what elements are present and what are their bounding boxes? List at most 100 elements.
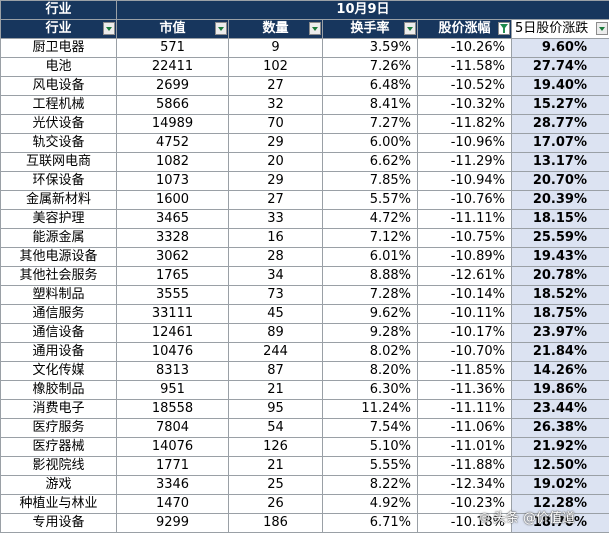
cell-count[interactable]: 102 xyxy=(229,58,323,77)
cell-count[interactable]: 21 xyxy=(229,457,323,476)
cell-change[interactable]: -10.14% xyxy=(418,286,512,305)
cell-change-5d[interactable]: 19.86% xyxy=(512,381,609,400)
cell-change[interactable]: -10.17% xyxy=(418,324,512,343)
cell-change-5d[interactable]: 26.38% xyxy=(512,419,609,438)
cell-change-5d[interactable]: 13.17% xyxy=(512,153,609,172)
cell-industry[interactable]: 金属新材料 xyxy=(1,191,117,210)
cell-industry[interactable]: 工程机械 xyxy=(1,96,117,115)
cell-count[interactable]: 27 xyxy=(229,77,323,96)
cell-change-5d[interactable]: 19.43% xyxy=(512,248,609,267)
filter-dropdown-icon[interactable] xyxy=(309,22,321,35)
cell-count[interactable]: 34 xyxy=(229,267,323,286)
cell-change[interactable]: -11.01% xyxy=(418,438,512,457)
cell-market-cap[interactable]: 571 xyxy=(117,39,229,58)
cell-industry[interactable]: 通信设备 xyxy=(1,324,117,343)
cell-market-cap[interactable]: 7804 xyxy=(117,419,229,438)
cell-change[interactable]: -10.89% xyxy=(418,248,512,267)
cell-industry[interactable]: 医疗服务 xyxy=(1,419,117,438)
cell-market-cap[interactable]: 14989 xyxy=(117,115,229,134)
cell-count[interactable]: 45 xyxy=(229,305,323,324)
cell-change-5d[interactable]: 18.52% xyxy=(512,286,609,305)
cell-turnover[interactable]: 6.62% xyxy=(323,153,418,172)
cell-count[interactable]: 21 xyxy=(229,381,323,400)
cell-change-5d[interactable]: 17.07% xyxy=(512,134,609,153)
cell-change[interactable]: -10.52% xyxy=(418,77,512,96)
cell-count[interactable]: 95 xyxy=(229,400,323,419)
cell-change[interactable]: -11.58% xyxy=(418,58,512,77)
cell-industry[interactable]: 文化传媒 xyxy=(1,362,117,381)
cell-turnover[interactable]: 8.41% xyxy=(323,96,418,115)
cell-change[interactable]: -11.82% xyxy=(418,115,512,134)
cell-count[interactable]: 89 xyxy=(229,324,323,343)
cell-market-cap[interactable]: 14076 xyxy=(117,438,229,457)
cell-count[interactable]: 70 xyxy=(229,115,323,134)
cell-turnover[interactable]: 5.57% xyxy=(323,191,418,210)
cell-change-5d[interactable]: 18.15% xyxy=(512,210,609,229)
cell-industry[interactable]: 塑料制品 xyxy=(1,286,117,305)
cell-count[interactable]: 244 xyxy=(229,343,323,362)
cell-industry[interactable]: 风电设备 xyxy=(1,77,117,96)
cell-turnover[interactable]: 6.00% xyxy=(323,134,418,153)
cell-industry[interactable]: 互联网电商 xyxy=(1,153,117,172)
filter-dropdown-icon[interactable] xyxy=(103,22,115,35)
cell-turnover[interactable]: 9.62% xyxy=(323,305,418,324)
cell-turnover[interactable]: 11.24% xyxy=(323,400,418,419)
cell-industry[interactable]: 厨卫电器 xyxy=(1,39,117,58)
cell-change-5d[interactable]: 27.74% xyxy=(512,58,609,77)
cell-change-5d[interactable]: 20.39% xyxy=(512,191,609,210)
cell-industry[interactable]: 专用设备 xyxy=(1,514,117,533)
cell-market-cap[interactable]: 10476 xyxy=(117,343,229,362)
cell-turnover[interactable]: 6.48% xyxy=(323,77,418,96)
cell-market-cap[interactable]: 951 xyxy=(117,381,229,400)
cell-industry[interactable]: 光伏设备 xyxy=(1,115,117,134)
cell-market-cap[interactable]: 1765 xyxy=(117,267,229,286)
cell-industry[interactable]: 影视院线 xyxy=(1,457,117,476)
cell-change[interactable]: -11.36% xyxy=(418,381,512,400)
cell-change[interactable]: -11.11% xyxy=(418,400,512,419)
cell-change-5d[interactable]: 15.27% xyxy=(512,96,609,115)
cell-industry[interactable]: 其他社会服务 xyxy=(1,267,117,286)
cell-turnover[interactable]: 8.88% xyxy=(323,267,418,286)
cell-change-5d[interactable]: 12.50% xyxy=(512,457,609,476)
cell-market-cap[interactable]: 8313 xyxy=(117,362,229,381)
cell-industry[interactable]: 电池 xyxy=(1,58,117,77)
cell-market-cap[interactable]: 9299 xyxy=(117,514,229,533)
cell-market-cap[interactable]: 4752 xyxy=(117,134,229,153)
cell-turnover[interactable]: 3.59% xyxy=(323,39,418,58)
cell-market-cap[interactable]: 22411 xyxy=(117,58,229,77)
filter-dropdown-icon[interactable] xyxy=(215,22,227,35)
cell-turnover[interactable]: 7.54% xyxy=(323,419,418,438)
cell-industry[interactable]: 通用设备 xyxy=(1,343,117,362)
cell-turnover[interactable]: 6.30% xyxy=(323,381,418,400)
cell-change[interactable]: -10.75% xyxy=(418,229,512,248)
cell-market-cap[interactable]: 1082 xyxy=(117,153,229,172)
cell-change-5d[interactable]: 20.78% xyxy=(512,267,609,286)
cell-industry[interactable]: 消费电子 xyxy=(1,400,117,419)
cell-market-cap[interactable]: 3465 xyxy=(117,210,229,229)
cell-change-5d[interactable]: 25.59% xyxy=(512,229,609,248)
cell-change[interactable]: -10.11% xyxy=(418,305,512,324)
cell-change[interactable]: -10.96% xyxy=(418,134,512,153)
cell-turnover[interactable]: 9.28% xyxy=(323,324,418,343)
cell-industry[interactable]: 游戏 xyxy=(1,476,117,495)
cell-industry[interactable]: 环保设备 xyxy=(1,172,117,191)
cell-change-5d[interactable]: 23.97% xyxy=(512,324,609,343)
cell-market-cap[interactable]: 3062 xyxy=(117,248,229,267)
cell-market-cap[interactable]: 2699 xyxy=(117,77,229,96)
cell-change-5d[interactable]: 9.60% xyxy=(512,39,609,58)
cell-industry[interactable]: 种植业与林业 xyxy=(1,495,117,514)
cell-market-cap[interactable]: 3328 xyxy=(117,229,229,248)
cell-industry[interactable]: 美容护理 xyxy=(1,210,117,229)
cell-change[interactable]: -10.26% xyxy=(418,39,512,58)
cell-count[interactable]: 29 xyxy=(229,134,323,153)
cell-count[interactable]: 26 xyxy=(229,495,323,514)
cell-change[interactable]: -10.70% xyxy=(418,343,512,362)
cell-change[interactable]: -11.88% xyxy=(418,457,512,476)
cell-change-5d[interactable]: 19.40% xyxy=(512,77,609,96)
filter-dropdown-icon[interactable] xyxy=(404,22,416,35)
cell-change-5d[interactable]: 20.70% xyxy=(512,172,609,191)
cell-market-cap[interactable]: 1600 xyxy=(117,191,229,210)
cell-turnover[interactable]: 8.22% xyxy=(323,476,418,495)
cell-count[interactable]: 25 xyxy=(229,476,323,495)
cell-turnover[interactable]: 6.71% xyxy=(323,514,418,533)
